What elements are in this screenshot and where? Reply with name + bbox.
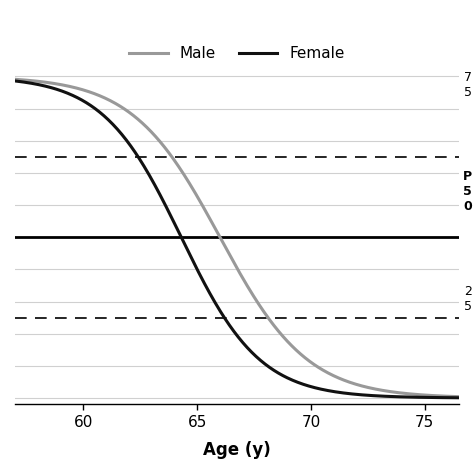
Male	[252, 296, 258, 301]
Male	[376, 387, 382, 392]
Female	[252, 353, 258, 358]
Text: P
5
0: P 5 0	[463, 171, 472, 213]
Female	[223, 317, 229, 323]
Male	[446, 393, 451, 399]
Male	[456, 394, 462, 400]
Male	[226, 250, 231, 256]
Female	[12, 78, 18, 84]
Female	[276, 371, 282, 376]
Line: Male: Male	[15, 79, 459, 397]
Text: 2
5: 2 5	[464, 284, 472, 313]
Female	[446, 395, 451, 401]
Female	[226, 321, 231, 327]
Legend: Male, Female: Male, Female	[123, 40, 351, 68]
Male	[12, 76, 18, 82]
Male	[223, 245, 229, 251]
Female	[456, 395, 462, 401]
Female	[376, 393, 382, 399]
X-axis label: Age (y): Age (y)	[203, 441, 271, 459]
Text: 7
5: 7 5	[464, 71, 472, 100]
Male	[276, 329, 282, 335]
Line: Female: Female	[15, 81, 459, 398]
